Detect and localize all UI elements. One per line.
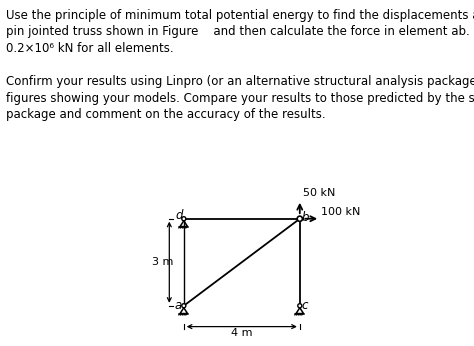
Text: 3 m: 3 m: [152, 257, 173, 267]
Text: 4 m: 4 m: [231, 328, 253, 338]
Text: 100 kN: 100 kN: [321, 207, 360, 217]
Text: Confirm your results using Linpro (or an alternative structural analysis package: Confirm your results using Linpro (or an…: [6, 75, 474, 88]
Text: b: b: [301, 211, 309, 224]
Circle shape: [182, 304, 186, 308]
Text: package and comment on the accuracy of the results.: package and comment on the accuracy of t…: [6, 108, 325, 121]
Text: a: a: [174, 299, 182, 312]
Circle shape: [298, 304, 302, 308]
Text: Use the principle of minimum total potential energy to find the displacements at: Use the principle of minimum total poten…: [6, 9, 474, 22]
Circle shape: [297, 216, 302, 221]
Text: 0.2×10⁶ kN for all elements.: 0.2×10⁶ kN for all elements.: [6, 42, 173, 55]
Circle shape: [182, 217, 186, 221]
Text: c: c: [302, 299, 308, 312]
Text: d: d: [175, 209, 182, 222]
Text: pin jointed truss shown in Figure    and then calculate the force in element ab.: pin jointed truss shown in Figure and th…: [6, 25, 474, 38]
Text: figures showing your models. Compare your results to those predicted by the soft: figures showing your models. Compare you…: [6, 92, 474, 105]
Text: 50 kN: 50 kN: [303, 188, 335, 198]
